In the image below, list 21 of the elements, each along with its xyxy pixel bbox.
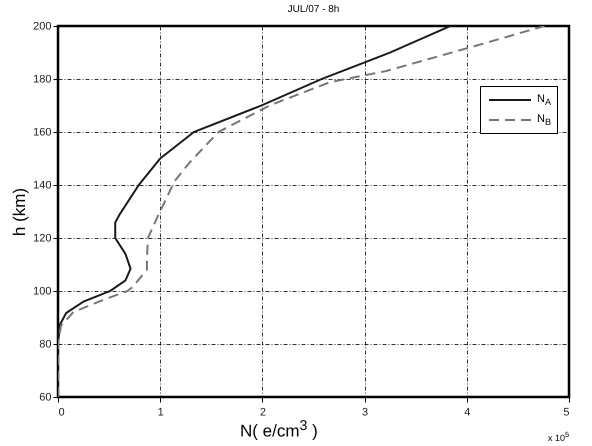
y-tick-label: 160: [33, 126, 52, 138]
legend-label: N$_{B}$: [537, 112, 552, 128]
line-series: [58, 26, 546, 397]
legend-label: N$_{A}$: [537, 92, 552, 108]
chart-title: JUL/07 - 8h: [288, 4, 340, 15]
y-tick-label: 140: [33, 180, 52, 192]
y-tick-label: 180: [33, 74, 52, 86]
text: x 10$^{5}$: [548, 430, 570, 443]
y-tick-label: 200: [33, 20, 52, 32]
y-tick-label: 60: [39, 392, 52, 404]
x-tick-label: 5: [563, 406, 570, 418]
x-tick-label: 1: [158, 406, 164, 418]
y-axis-title: h (km): [10, 188, 30, 236]
x-tick-label: 3: [362, 406, 368, 418]
x-tick-label: 2: [260, 406, 266, 418]
x-tick-label: 0: [58, 406, 65, 418]
y-tick-label: 120: [33, 232, 52, 244]
x-tick-label: 4: [464, 406, 470, 418]
y-tick-label: 80: [39, 338, 52, 350]
x-axis-title: N( e/cm$^{3}$ ): [240, 418, 318, 442]
y-tick-label: 100: [33, 286, 52, 298]
